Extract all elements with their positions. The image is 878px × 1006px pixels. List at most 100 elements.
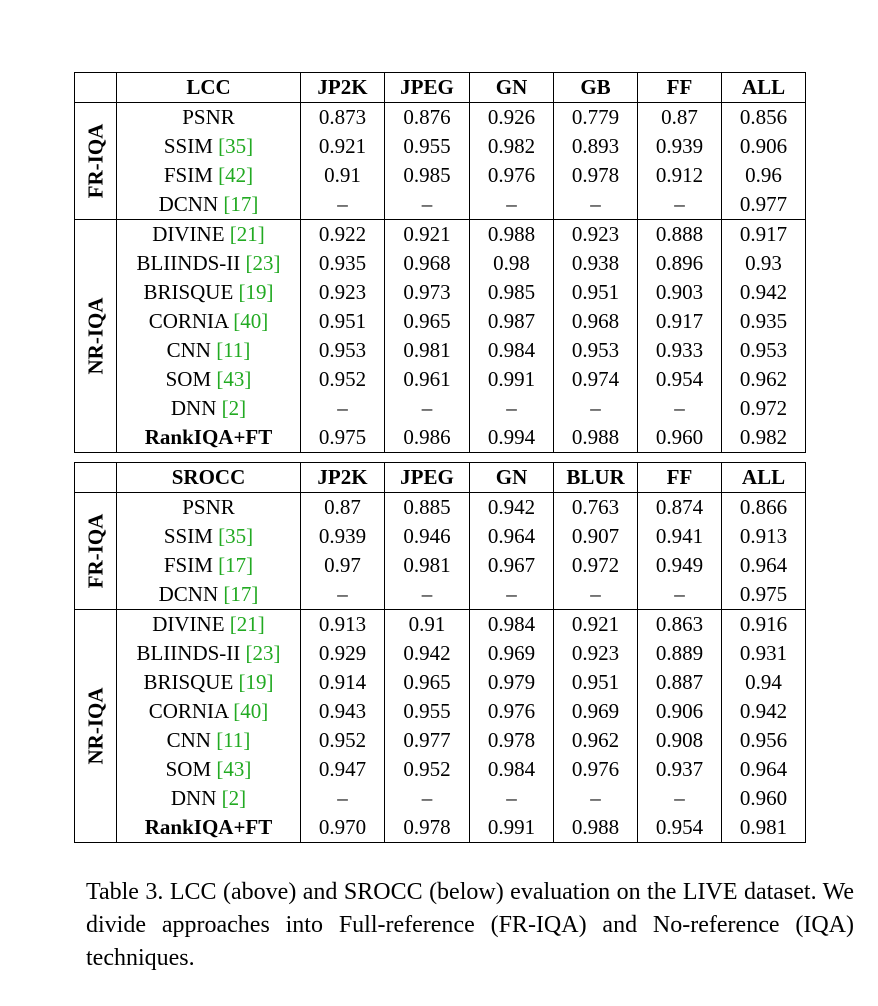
citation-link[interactable]: [43] [216,367,252,391]
value-cell: 0.961 [384,365,470,394]
value-cell: 0.981 [384,336,470,365]
value-cell: 0.984 [469,336,554,365]
method-name: FSIM [163,553,213,577]
method-name: RankIQA+FT [144,425,273,449]
value-cell: 0.982 [721,423,806,453]
value-cell: 0.988 [553,423,638,453]
value-cell: – [553,580,638,610]
method-cell: BLIINDS-II [23] [116,249,301,278]
citation-link[interactable]: [35] [218,134,254,158]
method-name: PSNR [182,105,235,129]
citation-link[interactable]: [21] [229,222,265,246]
value-cell: 0.988 [553,813,638,843]
value-cell: 0.946 [384,522,470,551]
value-cell: – [553,190,638,220]
citation-link[interactable]: [35] [218,524,254,548]
group-label-cell: NR-IQA [74,219,117,453]
citation-link[interactable]: [11] [216,338,251,362]
value-cell: – [637,580,722,610]
value-cell: – [384,784,470,813]
table-row: SSIM [35] 0.921 0.955 0.982 0.893 0.939 0.906 [75,132,806,161]
method-cell: SOM [43] [116,755,301,784]
value-cell: 0.893 [553,132,638,161]
value-cell: 0.921 [553,609,638,639]
value-cell: 0.97 [300,551,385,580]
column-header: GN [469,462,554,493]
group-label: FR-IQA [83,513,107,589]
value-cell: 0.917 [637,307,722,336]
method-name: CORNIA [148,699,229,723]
citation-link[interactable]: [17] [223,192,259,216]
value-cell: – [469,580,554,610]
value-cell: 0.941 [637,522,722,551]
citation-link[interactable]: [2] [221,786,247,810]
value-cell: 0.929 [300,639,385,668]
value-cell: 0.938 [553,249,638,278]
method-cell: DIVINE [21] [116,609,301,639]
table-row: BLIINDS-II [23] 0.929 0.942 0.969 0.923 0.889… [75,639,806,668]
value-cell: 0.968 [384,249,470,278]
method-cell: FSIM [17] [116,551,301,580]
method-cell: RankIQA+FT [116,813,301,843]
value-cell: 0.937 [637,755,722,784]
value-cell: 0.981 [721,813,806,843]
value-cell: 0.986 [384,423,470,453]
citation-link[interactable]: [17] [218,553,254,577]
citation-link[interactable]: [23] [245,641,281,665]
citation-link[interactable]: [40] [233,309,269,333]
method-name: DIVINE [152,222,225,246]
value-cell: 0.953 [553,336,638,365]
citation-link[interactable]: [19] [238,670,274,694]
citation-link[interactable]: [11] [216,728,251,752]
citation-link[interactable]: [42] [218,163,254,187]
method-cell: PSNR [116,102,301,132]
citation-link[interactable]: [43] [216,757,252,781]
citation-link[interactable]: [2] [221,396,247,420]
value-cell: 0.935 [721,307,806,336]
table-caption: Table 3. LCC (above) and SROCC (below) e… [86,879,854,971]
table-row: NR-IQA DIVINE [21] 0.913 0.91 0.984 0.921 0.86… [74,609,806,843]
table-row: BLIINDS-II [23] 0.935 0.968 0.98 0.938 0.896 0… [75,249,806,278]
value-cell: 0.91 [300,161,385,190]
method-cell: CORNIA [40] [116,307,301,336]
value-cell: 0.960 [637,423,722,453]
value-cell: 0.87 [637,102,722,132]
value-cell: 0.962 [721,365,806,394]
table-row: CNN [11] 0.952 0.977 0.978 0.962 0.908 0.956 [75,726,806,755]
value-cell: 0.977 [721,190,806,220]
value-cell: 0.972 [553,551,638,580]
value-cell: 0.962 [553,726,638,755]
table-row: DNN [2] – – – – –0.960 [75,784,806,813]
citation-link[interactable]: [21] [229,612,265,636]
value-cell: 0.921 [384,219,470,249]
value-cell: 0.913 [300,609,385,639]
table-row: DCNN [17] – – – – –0.977 [75,190,806,220]
value-cell: – [300,580,385,610]
value-cell: 0.856 [721,102,806,132]
method-cell: DIVINE [21] [116,219,301,249]
table-row: RankIQA+FT 0.970 0.978 0.991 0.988 0.954 0.981 [75,813,806,843]
citation-link[interactable]: [23] [245,251,281,275]
value-cell: 0.951 [553,668,638,697]
value-cell: 0.921 [300,132,385,161]
method-name: DNN [170,396,217,420]
method-name: SSIM [163,524,213,548]
group-label-cell: FR-IQA [74,102,117,220]
value-cell: 0.923 [553,219,638,249]
value-cell: 0.967 [469,551,554,580]
citation-link[interactable]: [17] [223,582,259,606]
method-cell: CNN [11] [116,336,301,365]
value-cell: 0.889 [637,639,722,668]
column-header: GB [553,72,638,103]
citation-link[interactable]: [40] [233,699,269,723]
citation-link[interactable]: [19] [238,280,274,304]
value-cell: 0.988 [469,219,554,249]
value-cell: – [637,784,722,813]
value-cell: 0.964 [469,522,554,551]
value-cell: 0.916 [721,609,806,639]
value-cell: 0.922 [300,219,385,249]
value-cell: 0.866 [721,492,806,522]
value-cell: 0.931 [721,639,806,668]
value-cell: 0.906 [637,697,722,726]
value-cell: 0.887 [637,668,722,697]
